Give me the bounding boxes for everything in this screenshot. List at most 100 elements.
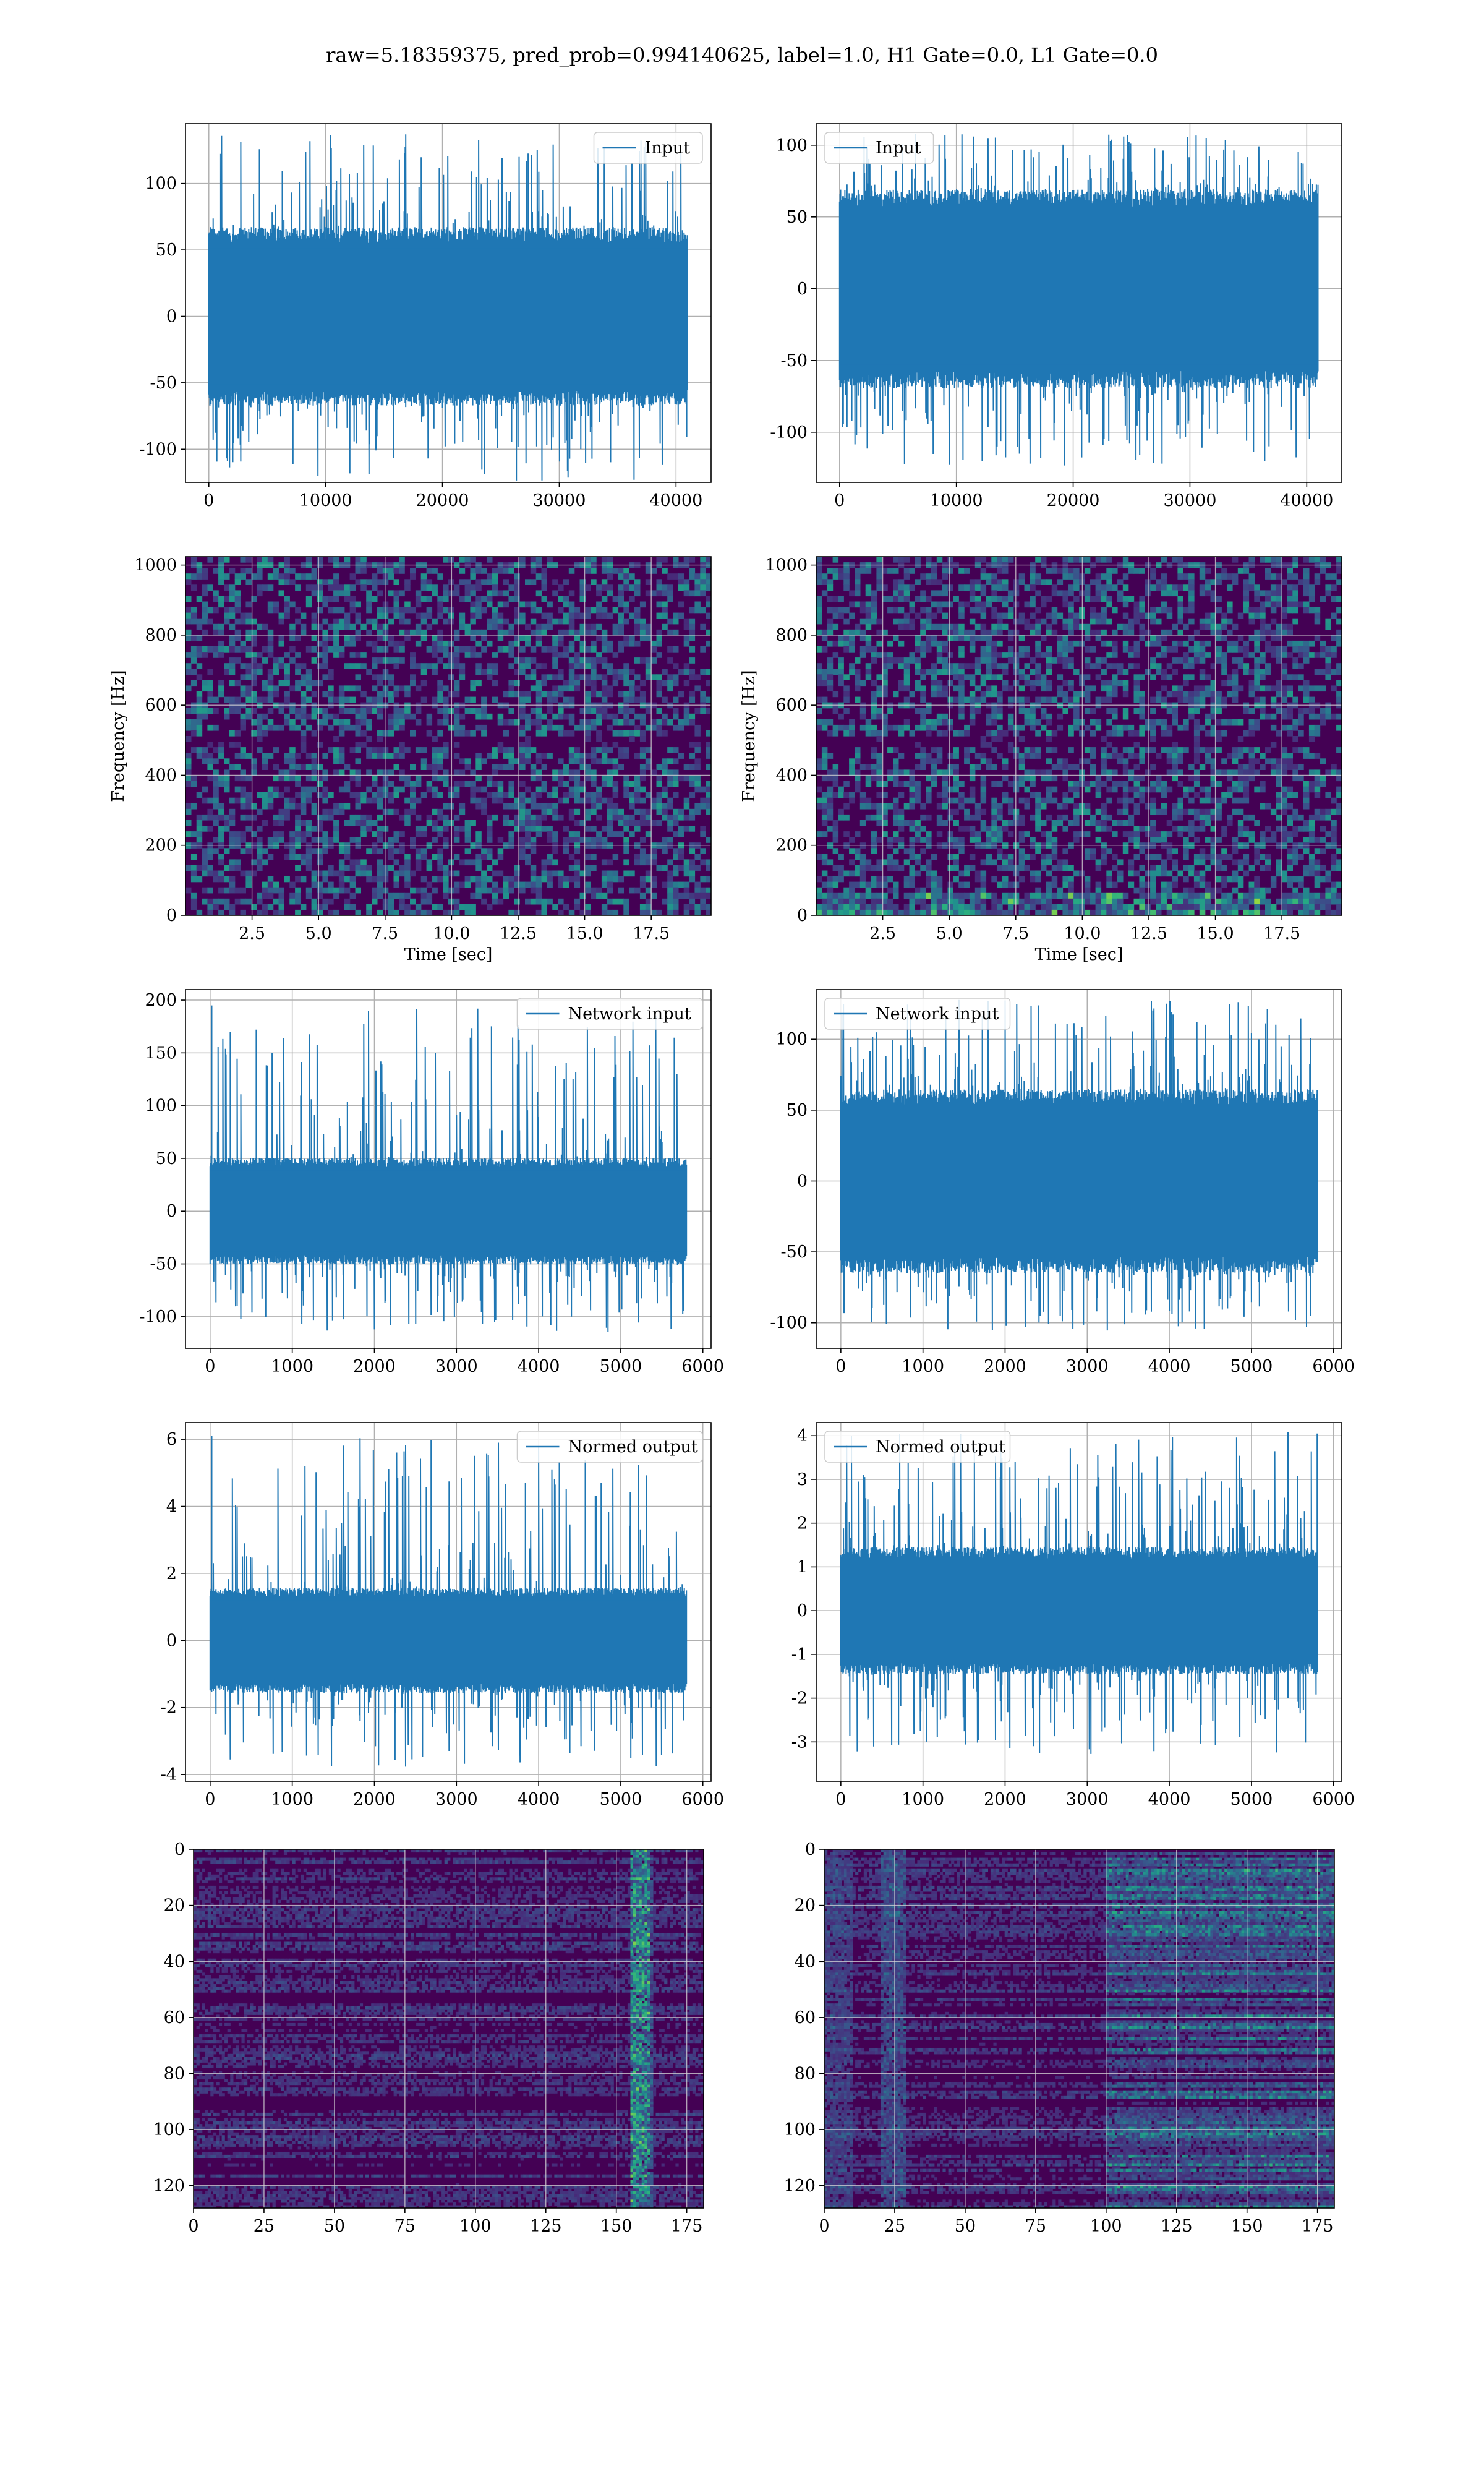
heatmap-cell [1254,680,1260,687]
heatmap-cell [871,646,877,653]
heatmap-cell [1046,747,1052,753]
heatmap-cell [1139,724,1145,731]
heatmap-cell [525,747,531,753]
heatmap-cell [525,786,531,793]
heatmap-cell [579,640,586,647]
heatmap-cell [213,870,219,877]
heatmap-cell [558,640,564,647]
heatmap-cell [355,814,361,821]
heatmap-cell [1084,657,1091,664]
heatmap-cell [1128,623,1135,630]
heatmap-cell [936,623,943,630]
heatmap-cell [475,601,482,608]
heatmap-cell [481,786,487,793]
heatmap-cell [1095,663,1102,669]
heatmap-cell [1314,557,1321,563]
heatmap-cell [1046,669,1052,675]
heatmap-cell [1073,713,1080,720]
heatmap-cell [1270,713,1277,720]
heatmap-cell [821,758,828,764]
heatmap-cell [503,719,509,726]
heatmap-cell [267,557,274,563]
heatmap-cell [481,898,487,905]
heatmap-cell [1122,758,1129,764]
heatmap-cell [634,826,641,832]
heatmap-cell [311,764,318,770]
heatmap-cell [372,696,378,703]
heatmap-cell [393,786,399,793]
heatmap-cell [459,904,466,910]
heatmap-cell [311,612,318,619]
heatmap-cell [1128,652,1135,658]
heatmap-cell [585,568,591,574]
heatmap-cell [991,691,997,698]
heatmap-cell [372,663,378,669]
heatmap-cell [213,590,219,597]
heatmap-cell [623,635,629,641]
heatmap-cell [289,629,296,636]
heatmap-cell [574,652,581,658]
heatmap-cell [1090,618,1096,625]
heatmap-cell [218,629,224,636]
heatmap-cell [623,601,629,608]
heatmap-cell [1068,786,1074,793]
heatmap-cell [639,629,646,636]
heatmap-cell [1303,601,1310,608]
heatmap-cell [678,573,684,580]
heatmap-cell [487,669,493,675]
heatmap-cell [645,747,652,753]
heatmap-cell [673,663,679,669]
heatmap-cell [530,820,537,826]
heatmap-cell [492,696,498,703]
heatmap-cell [859,680,866,687]
heatmap-cell [514,881,520,888]
heatmap-cell [974,601,981,608]
heatmap-cell [1199,696,1206,703]
heatmap-cell [487,887,493,894]
heatmap-cell [410,898,416,905]
heatmap-cell [372,775,378,782]
heatmap-cell [936,652,943,658]
heatmap-cell [284,808,290,815]
heatmap-cell [273,814,279,821]
heatmap-cell [415,719,422,726]
heatmap-cell [519,826,526,832]
heatmap-cell [1095,724,1102,731]
heatmap-cell [650,724,657,731]
heatmap-cell [207,696,213,703]
heatmap-cell [585,736,591,742]
heatmap-cell [1095,557,1102,563]
heatmap-cell [1227,607,1233,614]
heatmap-cell [694,808,701,815]
heatmap-cell [1150,719,1156,726]
heatmap-cell [366,629,372,636]
heatmap-cell [821,590,828,597]
heatmap-cell [1254,719,1260,726]
heatmap-cell [942,646,949,653]
heatmap-cell [240,719,246,726]
heatmap-cell [333,696,339,703]
heatmap-cell [931,612,937,619]
heatmap-cell [1013,680,1020,687]
heatmap-cell [404,691,411,698]
heatmap-cell [382,691,389,698]
heatmap-cell [1041,724,1047,731]
heatmap-cell [453,713,460,720]
x-axis: 0 10000 20000 30000 40000 [203,482,702,510]
heatmap-cell [639,775,646,782]
heatmap-cell [821,674,828,680]
heatmap-cell [234,887,241,894]
heatmap-cell [541,596,547,602]
heatmap-cell [1216,747,1222,753]
heatmap-cell [1133,685,1140,692]
heatmap-cell [1276,584,1282,591]
heatmap-cell [1084,685,1091,692]
heatmap-cell [415,826,422,832]
heatmap-cell [530,826,537,832]
heatmap-cell [1013,781,1020,787]
heatmap-cell [202,584,208,591]
heatmap-cell [1095,584,1102,591]
heatmap-cell [667,680,673,687]
heatmap-cell [601,758,608,764]
